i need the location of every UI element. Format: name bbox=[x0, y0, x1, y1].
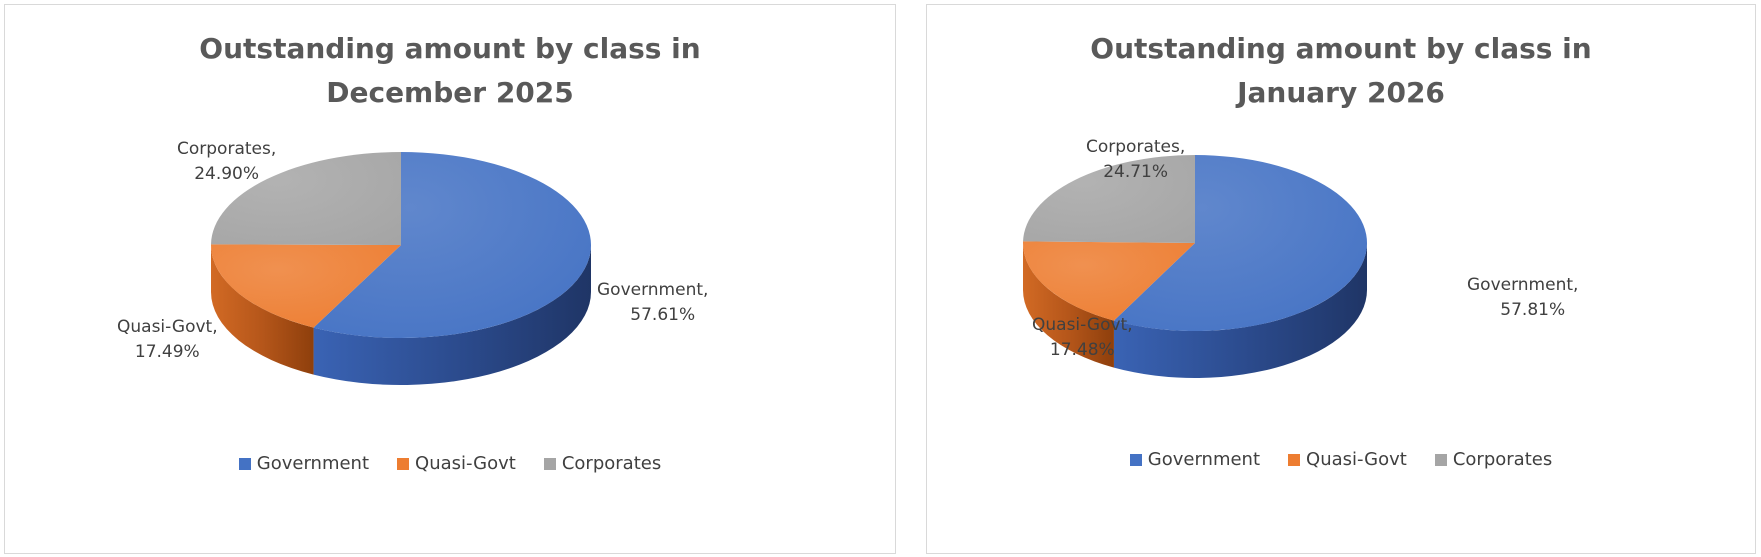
data-label-quasi-govt-name: Quasi-Govt, bbox=[1032, 315, 1133, 335]
pie-slice-quasi-govt bbox=[211, 244, 401, 328]
legend-swatch-quasi-govt bbox=[1288, 453, 1301, 466]
pie-slice-corporates bbox=[1023, 155, 1195, 243]
legend-label-corporates: Corporates bbox=[1452, 449, 1553, 470]
data-label-corporates-value: 24.71% bbox=[1103, 162, 1169, 182]
legend-item-government: Government bbox=[1129, 449, 1261, 470]
pie-slice-government bbox=[1113, 155, 1367, 332]
legend-item-quasi-govt: Quasi-Govt bbox=[1288, 449, 1407, 470]
data-label-government: Government, 57.61% bbox=[597, 278, 708, 328]
pie-slice-side-quasi-govt bbox=[211, 245, 314, 375]
data-label-quasi-govt-value: 17.49% bbox=[134, 342, 200, 362]
legend-swatch-government bbox=[1129, 453, 1142, 466]
data-label-corporates: Corporates, 24.71% bbox=[1086, 135, 1185, 185]
chart-title: Outstanding amount by class in January 2… bbox=[927, 27, 1755, 115]
data-label-quasi-govt-value: 17.48% bbox=[1049, 340, 1115, 360]
data-label-quasi-govt-name: Quasi-Govt, bbox=[117, 317, 218, 337]
legend-item-quasi-govt: Quasi-Govt bbox=[397, 453, 516, 474]
pie-plot-area bbox=[211, 152, 592, 385]
legend-label-quasi-govt: Quasi-Govt bbox=[415, 453, 516, 474]
data-label-quasi-govt: Quasi-Govt, 17.48% bbox=[1032, 313, 1133, 363]
pie-chart-december-2025: Outstanding amount by class in December … bbox=[4, 4, 896, 554]
legend-swatch-corporates bbox=[543, 457, 556, 470]
chart-legend: Government Quasi-Govt Corporates bbox=[5, 453, 895, 474]
pie-slice-government bbox=[313, 152, 592, 339]
pie-slice-side-government bbox=[1113, 243, 1367, 379]
data-label-corporates: Corporates, 24.90% bbox=[177, 137, 276, 187]
pie-slice-side-government bbox=[313, 245, 591, 385]
chart-title-line-1: Outstanding amount by class in bbox=[1090, 32, 1592, 65]
data-label-government-name: Government, bbox=[597, 280, 709, 300]
chart-title-line-2: December 2025 bbox=[326, 76, 574, 109]
pie-plot-area bbox=[1023, 155, 1367, 379]
legend-label-corporates: Corporates bbox=[561, 453, 662, 474]
legend-label-government: Government bbox=[1147, 449, 1261, 470]
data-label-corporates-name: Corporates, bbox=[177, 139, 277, 159]
chart-title-line-1: Outstanding amount by class in bbox=[199, 32, 701, 65]
data-label-government-value: 57.61% bbox=[630, 305, 696, 325]
pie-chart-january-2026: Outstanding amount by class in January 2… bbox=[926, 4, 1756, 554]
pie-slice-corporates bbox=[211, 152, 401, 245]
data-label-government-name: Government, bbox=[1467, 275, 1579, 295]
data-label-corporates-name: Corporates, bbox=[1086, 137, 1186, 157]
legend-swatch-government bbox=[238, 457, 251, 470]
chart-title: Outstanding amount by class in December … bbox=[5, 27, 895, 115]
data-label-government: Government, 57.81% bbox=[1467, 273, 1578, 323]
legend-item-corporates: Corporates bbox=[543, 453, 662, 474]
chart-legend: Government Quasi-Govt Corporates bbox=[927, 449, 1755, 470]
data-label-quasi-govt: Quasi-Govt, 17.49% bbox=[117, 315, 218, 365]
data-label-corporates-value: 24.90% bbox=[194, 164, 260, 184]
legend-swatch-quasi-govt bbox=[397, 457, 410, 470]
legend-label-quasi-govt: Quasi-Govt bbox=[1306, 449, 1407, 470]
pie-slice-quasi-govt bbox=[1023, 241, 1195, 321]
legend-item-corporates: Corporates bbox=[1434, 449, 1553, 470]
pie-slice-side-quasi-govt bbox=[1023, 243, 1114, 368]
legend-item-government: Government bbox=[238, 453, 370, 474]
legend-label-government: Government bbox=[256, 453, 370, 474]
data-label-government-value: 57.81% bbox=[1500, 300, 1566, 320]
chart-title-line-2: January 2026 bbox=[1237, 76, 1445, 109]
legend-swatch-corporates bbox=[1434, 453, 1447, 466]
